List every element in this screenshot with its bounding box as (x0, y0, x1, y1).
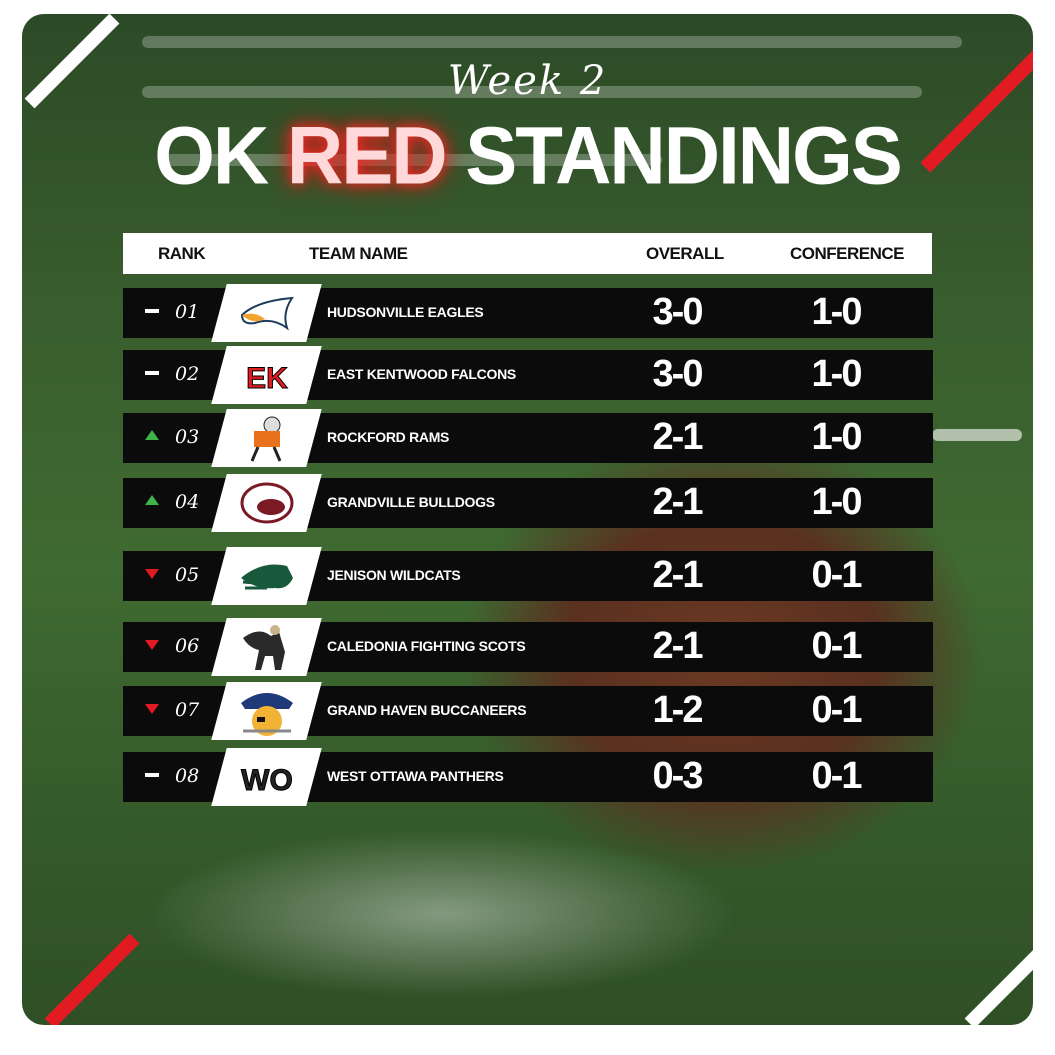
rank-unchanged-dash-icon (145, 773, 159, 777)
header-rank: RANK (158, 244, 206, 263)
rank-down-arrow-icon (145, 704, 159, 714)
table-row: 02 EK EAST KENTWOOD FALCONS 3-0 1-0 (123, 346, 933, 404)
table-row: 05 JENISON WILDCATS 2-1 0-1 (123, 547, 933, 605)
rank-down-arrow-icon (145, 569, 159, 579)
wildcat-logo (211, 547, 322, 605)
eagle-logo (211, 284, 322, 342)
overall-record: 1-2 (652, 689, 704, 731)
conference-record: 1-0 (811, 481, 863, 523)
logo-text: WO (241, 764, 293, 797)
table-row: 03 ROCKFORD RAMS 2-1 1-0 (123, 409, 933, 467)
conference-record: 1-0 (811, 353, 863, 395)
team-name: GRAND HAVEN BUCCANEERS (327, 702, 527, 718)
ek-falcons-logo: EK (211, 346, 322, 404)
rank-number: 02 (175, 363, 200, 385)
overall-record: 2-1 (652, 554, 704, 596)
team-name: HUDSONVILLE EAGLES (327, 304, 484, 320)
overall-record: 3-0 (652, 291, 704, 333)
conference-record: 0-1 (811, 689, 863, 731)
buccaneer-logo (211, 682, 322, 740)
wo-logo: WO (211, 748, 322, 806)
rank-unchanged-dash-icon (145, 371, 159, 375)
team-name: ROCKFORD RAMS (327, 429, 450, 445)
week-label: Week 2 (447, 58, 608, 104)
table-row: 06 CALEDONIA FIGHTING SCOTS 2-1 0-1 (123, 618, 933, 676)
team-name: GRANDVILLE BULLDOGS (327, 494, 495, 510)
rank-number: 06 (175, 635, 200, 657)
overall-record: 2-1 (652, 481, 704, 523)
team-name: JENISON WILDCATS (327, 567, 461, 583)
scot-logo (211, 618, 322, 676)
conference-record: 1-0 (811, 416, 863, 458)
conference-record: 1-0 (811, 291, 863, 333)
rank-number: 04 (175, 491, 200, 513)
rank-number: 05 (175, 564, 200, 586)
rank-unchanged-dash-icon (145, 309, 159, 313)
table-header: RANK TEAM NAME OVERALL CONFERENCE (123, 233, 932, 274)
conference-record: 0-1 (811, 755, 863, 797)
overall-record: 3-0 (652, 353, 704, 395)
ram-logo (211, 409, 322, 467)
team-name: WEST OTTAWA PANTHERS (327, 768, 504, 784)
rank-up-arrow-icon (145, 430, 159, 440)
header-conference: CONFERENCE (790, 244, 905, 263)
overall-record: 2-1 (652, 416, 704, 458)
bulldog-logo (211, 474, 322, 532)
team-name: CALEDONIA FIGHTING SCOTS (327, 638, 526, 654)
overall-record: 2-1 (652, 625, 704, 667)
table-row: 07 GRAND HAVEN BUCCANEERS 1-2 0-1 (123, 682, 933, 740)
rank-down-arrow-icon (145, 640, 159, 650)
overall-record: 0-3 (652, 755, 704, 797)
rank-up-arrow-icon (145, 495, 159, 505)
table-row: 08 WO WEST OTTAWA PANTHERS 0-3 0-1 (123, 748, 933, 806)
conference-record: 0-1 (811, 625, 863, 667)
header-team: TEAM NAME (309, 244, 408, 263)
rank-number: 08 (175, 765, 200, 787)
table-row: 01 HUDSONVILLE EAGLES 3-0 1-0 (123, 284, 933, 342)
header-overall: OVERALL (646, 244, 724, 263)
table-row: 04 GRANDVILLE BULLDOGS 2-1 1-0 (123, 474, 933, 532)
rank-number: 03 (175, 426, 200, 448)
conference-record: 0-1 (811, 554, 863, 596)
rank-number: 07 (175, 699, 200, 721)
rank-number: 01 (175, 301, 200, 323)
team-name: EAST KENTWOOD FALCONS (327, 366, 516, 382)
page-title: OK RED STANDINGS (154, 108, 903, 202)
logo-text: EK (246, 362, 288, 395)
